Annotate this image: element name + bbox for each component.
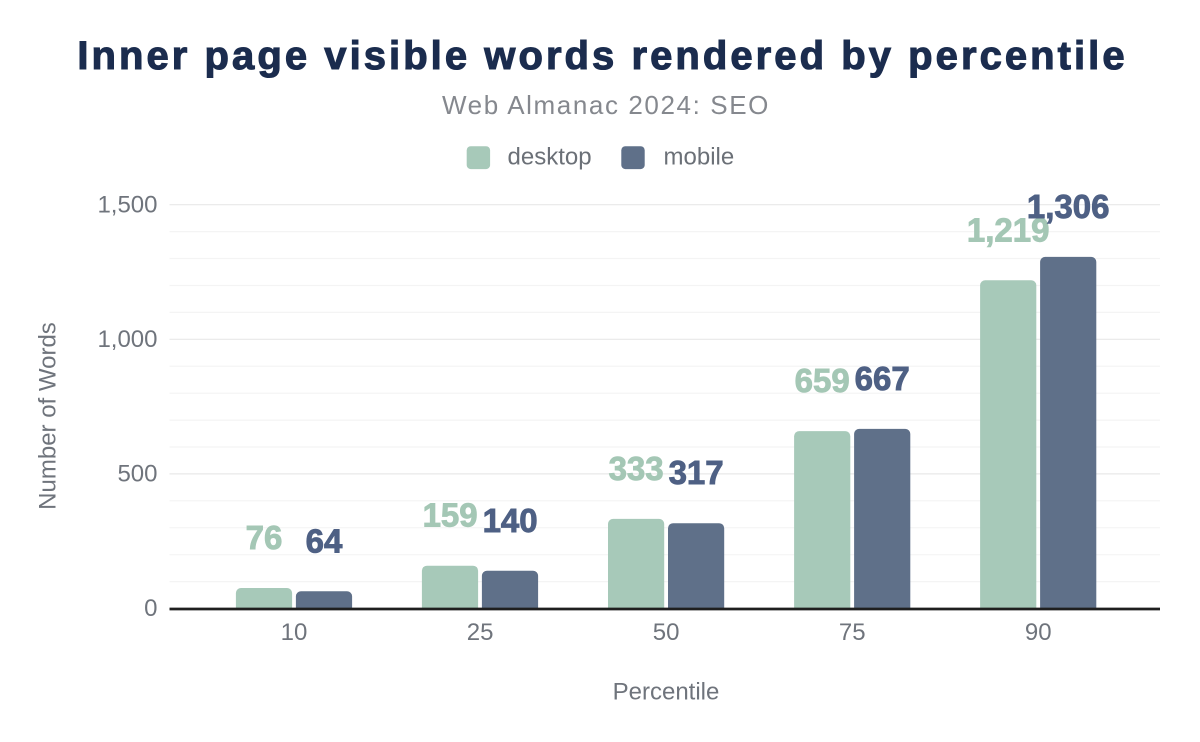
svg-text:333: 333 <box>609 450 664 487</box>
svg-text:Inner page visible words rende: Inner page visible words rendered by per… <box>77 34 1127 78</box>
svg-text:1,306: 1,306 <box>1027 188 1110 225</box>
svg-text:317: 317 <box>669 454 724 491</box>
svg-text:1,500: 1,500 <box>97 191 157 218</box>
svg-text:mobile: mobile <box>664 144 735 171</box>
svg-text:659: 659 <box>795 362 850 399</box>
svg-text:90: 90 <box>1025 619 1052 646</box>
svg-text:Web Almanac 2024: SEO: Web Almanac 2024: SEO <box>442 90 770 120</box>
svg-text:Percentile: Percentile <box>613 678 720 705</box>
svg-text:140: 140 <box>483 502 538 539</box>
svg-text:76: 76 <box>246 519 283 556</box>
svg-text:1,219: 1,219 <box>967 211 1050 248</box>
svg-text:1,000: 1,000 <box>97 326 157 353</box>
svg-text:159: 159 <box>423 497 478 534</box>
svg-text:64: 64 <box>306 522 343 559</box>
svg-text:667: 667 <box>855 360 910 397</box>
svg-text:25: 25 <box>467 619 494 646</box>
svg-text:Number of Words: Number of Words <box>35 322 62 510</box>
svg-text:50: 50 <box>653 619 680 646</box>
svg-text:10: 10 <box>281 619 308 646</box>
svg-text:500: 500 <box>117 461 157 488</box>
svg-text:desktop: desktop <box>508 144 592 171</box>
svg-text:0: 0 <box>144 595 157 622</box>
svg-text:75: 75 <box>839 619 866 646</box>
